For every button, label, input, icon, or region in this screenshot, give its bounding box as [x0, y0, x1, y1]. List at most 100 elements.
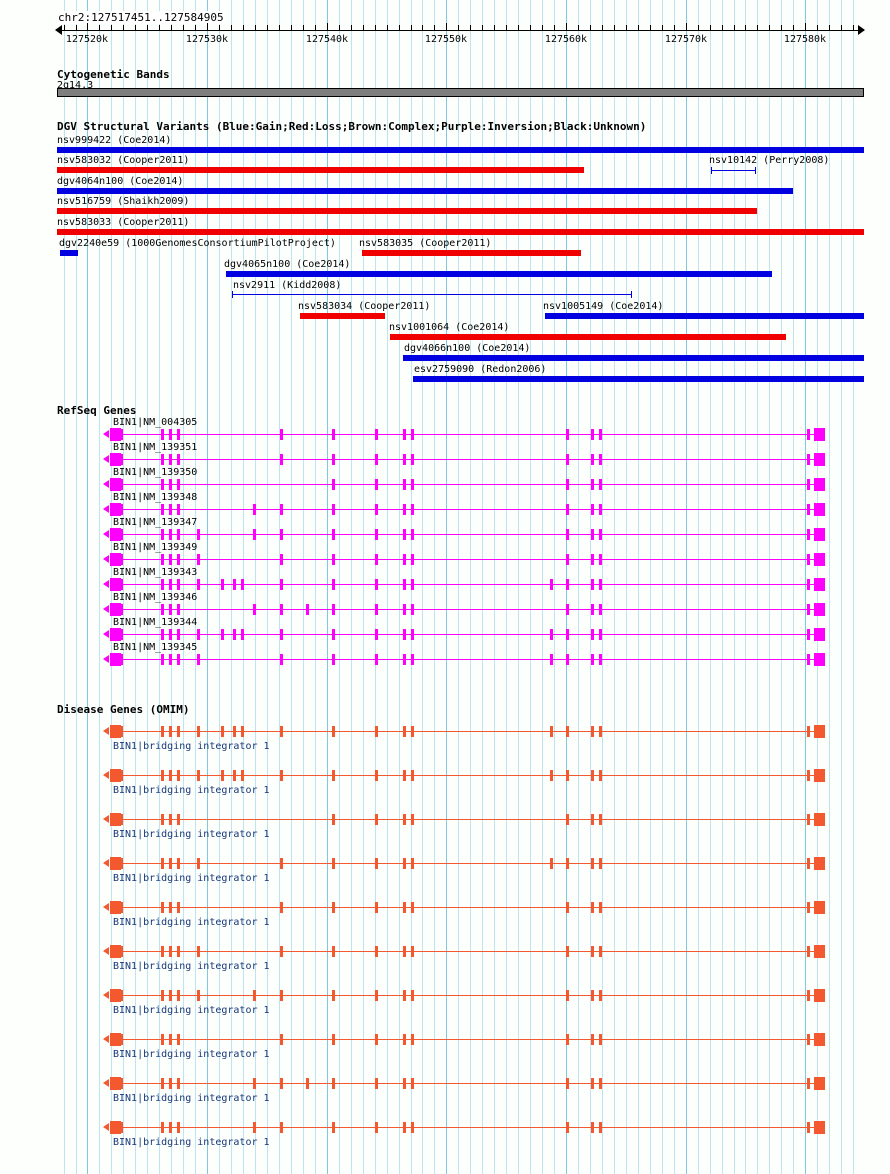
- dgv-variant-bar[interactable]: [413, 376, 864, 382]
- dgv-variant-bar[interactable]: [57, 167, 584, 173]
- gene-exon: [280, 579, 283, 590]
- gene-exon: [177, 629, 180, 640]
- gene-model[interactable]: [103, 503, 825, 516]
- dgv-variant-bar[interactable]: [57, 208, 757, 214]
- gene-model[interactable]: [103, 857, 825, 870]
- gene-model[interactable]: [103, 769, 825, 782]
- gene-exon: [411, 946, 414, 957]
- gene-exon: [161, 1078, 164, 1089]
- gene-exon: [599, 1122, 602, 1133]
- gene-model[interactable]: [103, 945, 825, 958]
- gene-exon: [253, 1122, 256, 1133]
- gene-exon: [332, 429, 335, 440]
- gridline-minor: [841, 0, 842, 1174]
- gene-model[interactable]: [103, 725, 825, 738]
- gene-exon: [221, 726, 224, 737]
- gene-model[interactable]: [103, 453, 825, 466]
- gene-exon: [280, 454, 283, 465]
- ruler-tick: [554, 25, 555, 31]
- gene-utr-block: [110, 1121, 121, 1134]
- gene-exon: [306, 604, 309, 615]
- dgv-variant-bar[interactable]: [57, 229, 864, 235]
- right-arrow-icon[interactable]: [858, 25, 865, 35]
- dgv-variant-bar[interactable]: [232, 291, 632, 298]
- ruler-tick: [76, 25, 77, 31]
- gene-exon: [807, 629, 810, 640]
- gene-exon: [591, 529, 594, 540]
- dgv-variant-bar[interactable]: [362, 250, 581, 256]
- gene-exon: [280, 504, 283, 515]
- dgv-variant-bar[interactable]: [711, 167, 756, 174]
- gene-exon: [120, 990, 123, 1001]
- ruler-tick: [638, 25, 639, 31]
- ruler-tick-label: 127570k: [664, 34, 708, 45]
- gene-model[interactable]: [103, 901, 825, 914]
- gene-model[interactable]: [103, 1033, 825, 1046]
- strand-arrow-icon: [103, 555, 109, 563]
- gene-exon: [403, 504, 406, 515]
- strand-arrow-icon: [103, 1123, 109, 1131]
- ruler-tick: [805, 23, 806, 31]
- gene-model[interactable]: [103, 578, 825, 591]
- dgv-line-body: [711, 170, 756, 171]
- gene-exon: [566, 902, 569, 913]
- gene-exon: [403, 1034, 406, 1045]
- gene-model[interactable]: [103, 813, 825, 826]
- gene-label: BIN1|bridging integrator 1: [113, 1049, 270, 1060]
- gene-model[interactable]: [103, 528, 825, 541]
- gene-model[interactable]: [103, 989, 825, 1002]
- gene-exon: [161, 946, 164, 957]
- gene-exon: [161, 654, 164, 665]
- gene-exon: [403, 604, 406, 615]
- gene-exon: [197, 654, 200, 665]
- gene-exon: [177, 579, 180, 590]
- gene-exon: [161, 629, 164, 640]
- gene-exon: [332, 946, 335, 957]
- gene-model[interactable]: [103, 1121, 825, 1134]
- dgv-variant-bar[interactable]: [403, 355, 864, 361]
- gene-exon: [550, 579, 553, 590]
- cytoband-bar[interactable]: [57, 88, 864, 97]
- gene-exon: [403, 479, 406, 490]
- ruler-tick: [327, 23, 328, 31]
- gene-exon: [169, 814, 172, 825]
- gene-exon: [411, 654, 414, 665]
- gene-model[interactable]: [103, 478, 825, 491]
- gene-label: BIN1|NM_139344: [113, 617, 198, 628]
- dgv-variant-bar[interactable]: [57, 188, 793, 194]
- gene-exon: [591, 629, 594, 640]
- gene-end-block: [814, 628, 825, 641]
- gene-model[interactable]: [103, 553, 825, 566]
- gene-utr-block: [110, 478, 121, 491]
- gridline-minor: [853, 0, 854, 1174]
- gene-exon: [403, 1078, 406, 1089]
- gene-label: BIN1|NM_139351: [113, 442, 198, 453]
- gene-end-block: [814, 428, 825, 441]
- gene-exon: [403, 654, 406, 665]
- gene-exon: [169, 629, 172, 640]
- ruler-tick: [817, 25, 818, 31]
- dgv-variant-label: dgv4064n100 (Coe2014): [57, 176, 184, 187]
- dgv-variant-bar[interactable]: [57, 147, 864, 153]
- gene-label: BIN1|bridging integrator 1: [113, 873, 270, 884]
- gene-exon: [591, 726, 594, 737]
- gene-model[interactable]: [103, 653, 825, 666]
- coordinate-ruler[interactable]: chr2:127517451..127584905 127520k 127530k…: [0, 0, 890, 58]
- dgv-variant-bar[interactable]: [226, 271, 772, 277]
- gene-exon: [411, 902, 414, 913]
- dgv-variant-bar[interactable]: [300, 313, 385, 319]
- gene-exon: [120, 726, 123, 737]
- gene-model[interactable]: [103, 628, 825, 641]
- gene-exon: [332, 454, 335, 465]
- gene-model[interactable]: [103, 428, 825, 441]
- dgv-variant-bar[interactable]: [545, 313, 864, 319]
- dgv-variant-bar[interactable]: [390, 334, 786, 340]
- left-arrow-icon[interactable]: [55, 25, 62, 35]
- dgv-variant-bar[interactable]: [60, 250, 78, 256]
- gene-model[interactable]: [103, 1077, 825, 1090]
- gene-exon: [177, 1034, 180, 1045]
- gene-model[interactable]: [103, 603, 825, 616]
- gene-exon: [550, 770, 553, 781]
- gene-backbone: [110, 509, 823, 510]
- ruler-tick-label: 127580k: [783, 34, 827, 45]
